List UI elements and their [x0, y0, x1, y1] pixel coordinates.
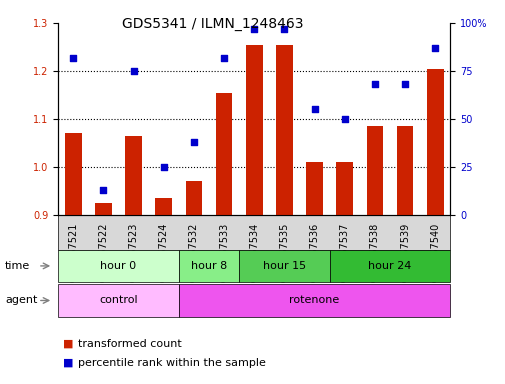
- Bar: [276, 45, 292, 215]
- Point: [189, 139, 197, 145]
- Text: rotenone: rotenone: [289, 295, 339, 306]
- Point: [69, 55, 77, 61]
- Point: [250, 26, 258, 32]
- Bar: [306, 162, 322, 215]
- Bar: [125, 136, 141, 215]
- Point: [220, 55, 228, 61]
- Bar: [95, 203, 112, 215]
- Point: [129, 68, 137, 74]
- Bar: [185, 182, 202, 215]
- Text: transformed count: transformed count: [78, 339, 182, 349]
- Bar: [65, 134, 81, 215]
- Point: [370, 81, 378, 88]
- Bar: [396, 126, 413, 215]
- Bar: [215, 93, 232, 215]
- Point: [430, 45, 438, 51]
- Point: [310, 106, 318, 113]
- Bar: [426, 69, 443, 215]
- Bar: [155, 198, 172, 215]
- Text: hour 24: hour 24: [368, 261, 411, 271]
- Text: hour 15: hour 15: [263, 261, 306, 271]
- Text: hour 8: hour 8: [190, 261, 227, 271]
- Text: control: control: [99, 295, 137, 306]
- Text: GDS5341 / ILMN_1248463: GDS5341 / ILMN_1248463: [122, 17, 302, 31]
- Text: hour 0: hour 0: [100, 261, 136, 271]
- Text: ■: ■: [63, 358, 74, 368]
- Text: agent: agent: [5, 295, 37, 306]
- Point: [99, 187, 107, 193]
- Text: percentile rank within the sample: percentile rank within the sample: [78, 358, 266, 368]
- Point: [280, 26, 288, 32]
- Text: ■: ■: [63, 339, 74, 349]
- Point: [340, 116, 348, 122]
- Text: time: time: [5, 261, 30, 271]
- Point: [400, 81, 409, 88]
- Bar: [336, 162, 352, 215]
- Bar: [245, 45, 262, 215]
- Bar: [366, 126, 382, 215]
- Point: [160, 164, 168, 170]
